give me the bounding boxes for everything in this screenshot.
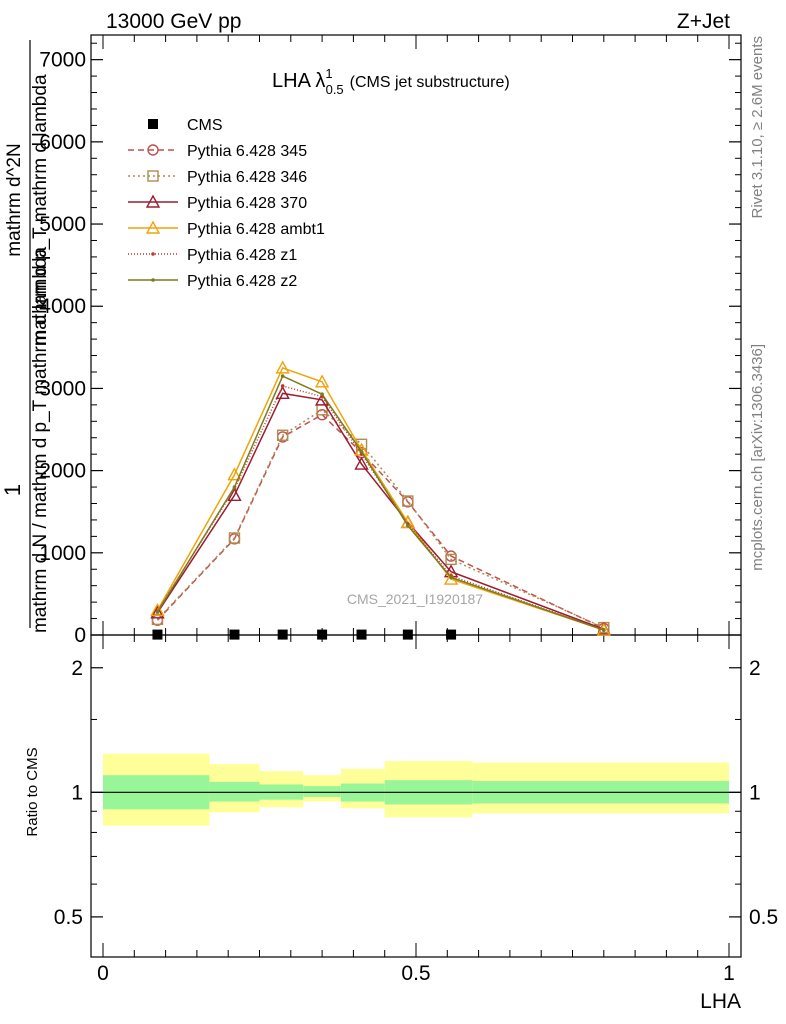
series-point <box>314 374 330 388</box>
ratio-tick-label-right: 2 <box>749 657 761 680</box>
y-tick-label: 5000 <box>39 213 86 236</box>
legend-cms-marker <box>148 119 158 129</box>
main-y-ticks: 0 1000 2000 3000 4000 5000 6000 7000 <box>39 42 741 647</box>
series-line <box>156 375 605 631</box>
y-tick-label: 1000 <box>39 542 86 565</box>
legend-marker <box>151 278 155 282</box>
legend-label: Pythia 6.428 z1 <box>187 247 297 264</box>
y-tick-label: 6000 <box>39 131 86 154</box>
legend-marker <box>145 194 161 208</box>
ratio-tick-label-left: 0.5 <box>54 906 83 929</box>
y-tick-label: 2000 <box>39 460 86 483</box>
series-layer <box>150 360 611 636</box>
series-point <box>275 385 290 400</box>
plot-title-sup: 1 <box>325 66 332 81</box>
main-y-label: 1 mathrm d N / mathrm d p_T mathrm d lam… <box>0 40 51 633</box>
legend-marker <box>145 220 161 234</box>
cms-data-points <box>152 629 457 640</box>
plot-title-sub: 0.5 <box>326 82 344 97</box>
ratio-inner-band <box>209 781 260 802</box>
y-label-numerator: 1 <box>0 484 25 496</box>
header-left: 13000 GeV pp <box>106 10 241 33</box>
series-line <box>156 408 605 629</box>
series-point <box>354 456 369 470</box>
cms-point <box>402 629 413 640</box>
series-point <box>151 613 164 626</box>
svg-text:LHA λ10.5(CMS jet substructure: LHA λ1 0.5 (CMS jet substructure) <box>272 66 510 97</box>
series-point <box>150 602 165 617</box>
y-label-right-numerator: mathrm d^2N <box>4 143 25 256</box>
ratio-inner-band <box>303 786 341 797</box>
plot-title-main: LHA λ <box>272 70 325 92</box>
legend-label: Pythia 6.428 ambt1 <box>187 221 325 238</box>
x-tick-label: 1 <box>723 962 735 985</box>
series-line <box>156 392 605 630</box>
series-point <box>228 532 241 544</box>
legend-label: Pythia 6.428 z2 <box>187 273 297 290</box>
series-point <box>449 575 453 580</box>
series-point <box>320 392 324 396</box>
series-point <box>155 610 160 614</box>
legend-label: Pythia 6.428 346 <box>187 169 307 186</box>
y-label-right-denominator: mathrm d p_T mathrm d lambda <box>30 74 51 345</box>
series-point <box>402 495 414 507</box>
series-point <box>150 605 165 619</box>
series-point <box>406 523 410 528</box>
ratio-y-ticks: 0.5 0.5 1 1 2 2 <box>54 657 778 929</box>
cms-point <box>356 629 367 640</box>
legend-cms-label: CMS <box>187 117 223 134</box>
legend-label: Pythia 6.428 370 <box>187 195 307 212</box>
mcplots-text: mcplots.cern.ch [arXiv:1306.3436] <box>749 344 766 571</box>
legend-marker <box>147 144 159 156</box>
header-right: Z+Jet <box>677 10 730 33</box>
ratio-tick-label-right: 1 <box>749 781 761 804</box>
series-point <box>276 429 289 441</box>
series-point <box>232 485 237 489</box>
y-tick-label: 3000 <box>39 377 86 400</box>
y-label-denominator: mathrm d N / mathrm d p_T mathrm d lambd… <box>30 247 51 634</box>
x-tick-label: 0 <box>97 962 109 985</box>
legend-marker <box>147 170 159 182</box>
cms-point <box>229 629 240 640</box>
series-point <box>602 628 606 632</box>
series-point <box>359 449 364 454</box>
series-point <box>275 360 290 374</box>
series-point <box>227 467 242 481</box>
ratio-tick-label-left: 1 <box>71 781 83 804</box>
series-line <box>156 385 605 631</box>
cms-point <box>446 629 457 640</box>
x-axis-label: LHA <box>700 990 741 1013</box>
legend-label: Pythia 6.428 345 <box>187 143 307 160</box>
plot-title-note: (CMS jet substructure) <box>350 74 510 91</box>
cms-point <box>277 629 288 640</box>
ratio-y-label: Ratio to CMS <box>24 747 41 836</box>
y-tick-label: 4000 <box>39 295 86 318</box>
y-tick-label: 7000 <box>39 49 86 72</box>
cms-point <box>317 629 328 640</box>
x-tick-label: 0.5 <box>401 962 430 985</box>
ratio-bands <box>103 753 729 826</box>
series-point <box>280 374 285 378</box>
series-5 <box>155 374 606 632</box>
rivet-version-text: Rivet 3.1.10, ≥ 2.6M events <box>749 36 766 219</box>
analysis-watermark: CMS_2021_I1920187 <box>347 591 483 607</box>
legend: CMS Pythia 6.428 345 Pythia 6.428 346 Pythi… <box>128 117 325 290</box>
series-point <box>227 487 242 501</box>
series-point <box>280 384 285 388</box>
y-tick-label: 0 <box>74 624 86 647</box>
ratio-tick-label-left: 2 <box>71 657 83 680</box>
plot-title: LHA λ1 0.5 (CMS jet substructure) <box>272 66 510 97</box>
ratio-tick-label-right: 0.5 <box>749 906 778 929</box>
cms-point <box>152 629 163 640</box>
legend-marker <box>151 252 155 256</box>
